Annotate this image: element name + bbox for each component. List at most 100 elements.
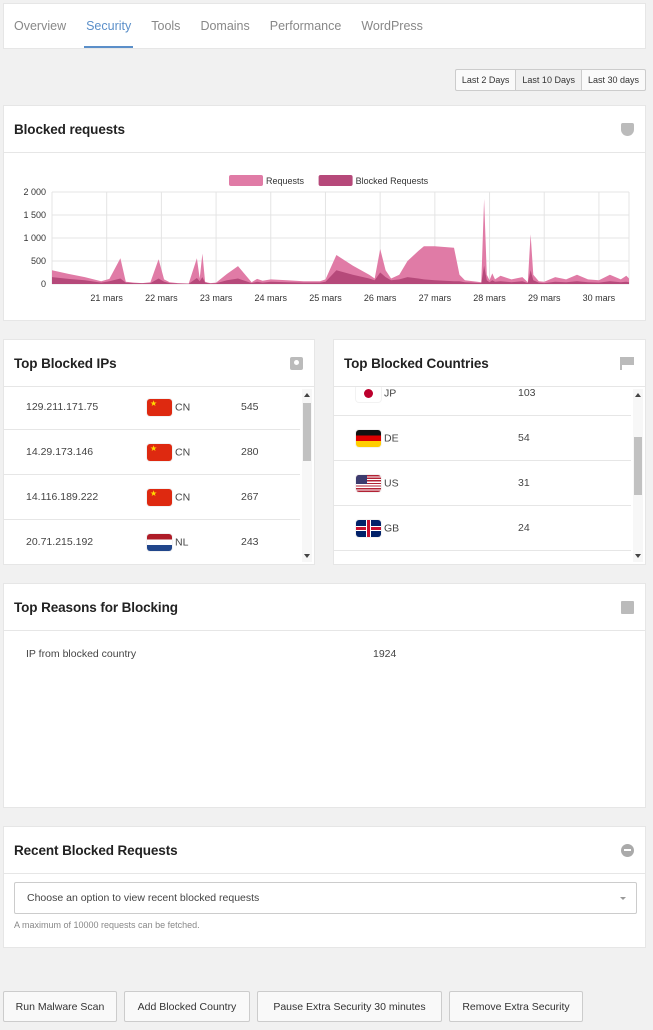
range-last-30-days-button[interactable]: Last 30 days — [587, 75, 639, 85]
country-cell: US — [356, 474, 399, 492]
top-blocked-countries-card: Top Blocked Countries JP 103 DE 54 US 31… — [333, 339, 646, 565]
country-code: CN — [175, 400, 191, 413]
reason-count: 1924 — [373, 648, 397, 660]
card-title: Blocked requests — [14, 121, 125, 137]
ip-count: 243 — [241, 536, 259, 548]
china-flag-icon — [147, 443, 172, 461]
area-series-blocked-requests — [52, 265, 629, 284]
x-tick-label: 22 mars — [145, 293, 178, 303]
card-title: Top Blocked IPs — [14, 355, 117, 371]
blocked-requests-chart: 2 000 1 500 1 000 500 0 21 mars 22 mars 23 mar… — [23, 175, 630, 303]
country-code: CN — [175, 490, 191, 503]
top-blocked-ips-card: Top Blocked IPs 129.211.171.75 CN 545 14… — [3, 339, 315, 565]
ip-count: 280 — [241, 446, 259, 458]
ip-country: CN — [147, 443, 190, 461]
scrollbar-thumb[interactable] — [303, 403, 311, 461]
recent-blocked-requests-card: Recent Blocked Requests Choose an option… — [3, 826, 646, 948]
add-blocked-country-button[interactable]: Add Blocked Country — [124, 991, 250, 1022]
flag-icon — [620, 356, 634, 370]
shield-icon — [621, 122, 634, 136]
card-header: Recent Blocked Requests — [4, 827, 645, 874]
country-code: JP — [384, 387, 397, 399]
netherlands-flag-icon — [147, 533, 172, 551]
tab-overview[interactable]: Overview — [14, 19, 67, 33]
book-icon — [621, 600, 634, 614]
germany-flag-icon — [356, 429, 381, 447]
country-count: 103 — [518, 387, 536, 399]
minus-circle-icon[interactable] — [621, 843, 634, 857]
x-tick-label: 25 mars — [309, 293, 342, 303]
country-code: GB — [384, 521, 400, 534]
ip-address: 14.29.173.146 — [26, 446, 94, 458]
reason-label: IP from blocked country — [26, 648, 137, 660]
x-tick-label: 27 mars — [419, 293, 452, 303]
y-tick-label: 1 500 — [23, 210, 46, 220]
china-flag-icon — [147, 488, 172, 506]
card-title: Top Blocked Countries — [344, 355, 489, 371]
tab-domains[interactable]: Domains — [200, 19, 250, 33]
y-tick-label: 2 000 — [23, 187, 46, 197]
x-tick-label: 30 mars — [583, 293, 616, 303]
run-malware-scan-button[interactable]: Run Malware Scan — [3, 991, 117, 1022]
scrollbar-thumb[interactable] — [634, 437, 642, 495]
ip-count: 545 — [241, 401, 259, 413]
ip-table: 129.211.171.75 CN 545 14.29.173.146 CN 2… — [4, 387, 314, 564]
country-code: NL — [175, 535, 189, 548]
x-tick-label: 21 mars — [90, 293, 123, 303]
country-table-rows: JP 103 DE 54 US 31 GB 24 — [334, 387, 631, 551]
ip-table-scrollbar[interactable] — [302, 389, 312, 562]
country-count: 24 — [518, 522, 530, 534]
card-title: Top Reasons for Blocking — [14, 599, 178, 615]
blocked-requests-card: Blocked requests 2 000 1 500 1 000 500 0 21 … — [3, 105, 646, 321]
country-cell: JP — [356, 387, 396, 402]
range-last-2-days-button[interactable]: Last 2 Days — [456, 70, 517, 90]
card-title: Recent Blocked Requests — [14, 842, 178, 858]
country-code: US — [384, 476, 399, 489]
fetch-limit-hint: A maximum of 10000 requests can be fetch… — [14, 920, 200, 930]
tab-tools[interactable]: Tools — [151, 19, 181, 33]
country-code: DE — [384, 431, 399, 444]
legend-swatch — [318, 175, 353, 186]
ip-country: NL — [147, 533, 189, 551]
tab-performance[interactable]: Performance — [269, 19, 342, 33]
table-row: 14.116.189.222 CN 267 — [4, 475, 300, 520]
range-last-10-days-button[interactable]: Last 10 Days — [516, 70, 582, 90]
recent-requests-select[interactable]: Choose an option to view recent blocked … — [14, 882, 637, 914]
table-row: IP from blocked country 1924 — [4, 631, 645, 671]
card-header: Top Reasons for Blocking — [4, 584, 645, 631]
ip-country: CN — [147, 488, 191, 506]
tab-wordpress[interactable]: WordPress — [361, 19, 423, 33]
usa-flag-icon — [356, 474, 381, 492]
legend-label: Requests — [266, 176, 305, 186]
table-row: JP 103 — [334, 387, 631, 416]
y-tick-label: 1 000 — [23, 233, 46, 243]
ip-address: 129.211.171.75 — [26, 401, 99, 413]
uk-flag-icon — [356, 519, 381, 537]
top-reasons-card: Top Reasons for Blocking IP from blocked… — [3, 583, 646, 808]
card-header: Top Blocked Countries — [334, 340, 645, 387]
scroll-up-icon[interactable] — [304, 393, 310, 397]
country-cell: DE — [356, 429, 399, 447]
tab-security[interactable]: Security — [84, 13, 134, 48]
legend-swatch — [229, 175, 263, 186]
x-tick-label: 23 mars — [200, 293, 233, 303]
table-row: 14.29.173.146 CN 280 — [4, 430, 300, 475]
x-tick-label: 26 mars — [364, 293, 397, 303]
card-header: Blocked requests — [4, 106, 645, 153]
ip-address: 14.116.189.222 — [26, 491, 99, 503]
pause-extra-security-button[interactable]: Pause Extra Security 30 minutes — [257, 991, 442, 1022]
scroll-down-icon[interactable] — [635, 554, 641, 558]
remove-extra-security-button[interactable]: Remove Extra Security — [449, 991, 583, 1022]
legend-label: Blocked Requests — [356, 176, 429, 186]
country-count: 31 — [518, 477, 530, 489]
scroll-down-icon[interactable] — [304, 554, 310, 558]
area-series-requests — [52, 198, 629, 284]
scroll-up-icon[interactable] — [635, 393, 641, 397]
country-table-scrollbar[interactable] — [633, 389, 643, 562]
date-range-selector: Last 2 Days Last 10 Days Last 30 days — [454, 69, 646, 91]
ip-country: CN — [147, 398, 191, 416]
table-row: 20.71.215.192 NL 243 — [4, 520, 300, 564]
chevron-down-icon — [620, 897, 626, 900]
ip-table-rows: 129.211.171.75 CN 545 14.29.173.146 CN 2… — [4, 387, 300, 564]
country-table: JP 103 DE 54 US 31 GB 24 — [334, 387, 645, 564]
